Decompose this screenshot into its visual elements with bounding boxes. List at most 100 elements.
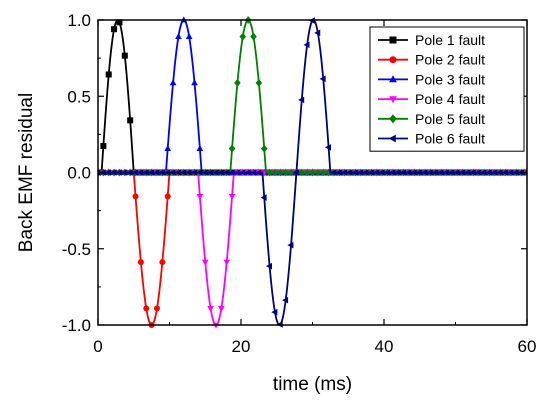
x-tick-label: 60 [518, 337, 537, 356]
data-point [185, 169, 192, 176]
series-2 [98, 169, 527, 328]
data-point [250, 32, 257, 41]
data-point [298, 168, 306, 177]
data-point [153, 169, 160, 176]
data-point [169, 169, 176, 176]
data-point [169, 79, 177, 86]
data-point [266, 168, 273, 177]
data-point [442, 169, 449, 176]
data-point [239, 32, 247, 41]
data-point [507, 169, 514, 176]
data-point [185, 33, 193, 40]
data-point [469, 169, 476, 176]
data-point [137, 169, 144, 176]
data-point [164, 193, 171, 200]
data-point [325, 168, 332, 177]
data-point [164, 145, 172, 152]
data-point [244, 169, 251, 176]
data-point [201, 259, 209, 266]
data-point [459, 169, 466, 176]
data-point [330, 169, 337, 176]
data-point [287, 168, 295, 177]
data-point [260, 194, 267, 201]
series-line [98, 171, 527, 326]
data-point [255, 78, 263, 87]
data-point [126, 169, 133, 176]
data-point [480, 169, 487, 176]
data-point [383, 169, 390, 176]
legend-item: Pole 2 fault [378, 52, 485, 68]
legend-marker [389, 36, 397, 44]
data-point [287, 241, 294, 249]
data-point [346, 169, 353, 176]
data-point [228, 169, 235, 176]
data-point [421, 169, 428, 176]
legend-marker [389, 75, 397, 83]
data-point [196, 145, 204, 152]
data-point [378, 169, 385, 176]
data-point [389, 169, 396, 176]
data-point [324, 144, 331, 151]
data-point [416, 169, 423, 176]
data-point [233, 169, 240, 176]
data-point [131, 169, 138, 176]
data-point [400, 169, 407, 176]
data-point [335, 169, 342, 176]
legend-label: Pole 4 fault [415, 91, 485, 107]
legend-item: Pole 4 fault [378, 91, 485, 107]
legend-marker [388, 134, 396, 143]
data-point [100, 143, 107, 150]
data-point [496, 169, 503, 176]
data-point [319, 168, 327, 177]
x-tick-label: 0 [93, 337, 102, 356]
axis-ticks: 0 20 40 60 -1.0 -0.5 0.0 0.5 1.0 [62, 11, 537, 356]
data-point [127, 117, 134, 124]
data-point [174, 169, 181, 176]
data-point [475, 169, 482, 176]
data-point [303, 168, 311, 177]
data-point [314, 29, 321, 37]
data-point [271, 308, 278, 316]
data-point [314, 168, 322, 177]
data-point [266, 262, 272, 270]
data-point [405, 169, 412, 176]
data-point [196, 193, 204, 200]
data-point [201, 169, 208, 176]
legend-item: Pole 3 fault [378, 71, 485, 87]
data-point [159, 259, 166, 266]
data-point [153, 305, 160, 312]
data-point [303, 41, 310, 49]
data-point [223, 169, 230, 176]
legend-box [369, 26, 525, 152]
data-point [351, 169, 358, 176]
data-point [341, 169, 348, 176]
data-point [218, 305, 225, 312]
y-tick-label: 1.0 [67, 11, 91, 30]
data-point [437, 169, 444, 176]
data-point [271, 168, 279, 177]
legend-label: Pole 1 fault [415, 32, 485, 48]
data-point [277, 168, 284, 177]
x-tick-label: 20 [232, 337, 251, 356]
data-point [115, 169, 122, 176]
legend-label: Pole 6 fault [415, 131, 485, 147]
data-point [190, 169, 197, 176]
y-tick-label: 0.0 [67, 164, 91, 183]
x-tick-label: 40 [375, 337, 394, 356]
data-point [164, 169, 171, 176]
data-point [282, 168, 289, 177]
data-point [207, 169, 214, 176]
data-point [217, 169, 224, 176]
y-tick-label: 0.5 [67, 87, 91, 106]
legend-item: Pole 1 fault [378, 32, 485, 48]
data-point [357, 169, 364, 176]
legend-marker [389, 96, 397, 104]
data-point [207, 305, 214, 312]
data-point [491, 169, 498, 176]
data-point [105, 169, 112, 176]
data-point [158, 169, 165, 176]
data-point [448, 169, 455, 176]
data-point [426, 169, 433, 176]
data-point [373, 169, 380, 176]
data-point [432, 169, 439, 176]
